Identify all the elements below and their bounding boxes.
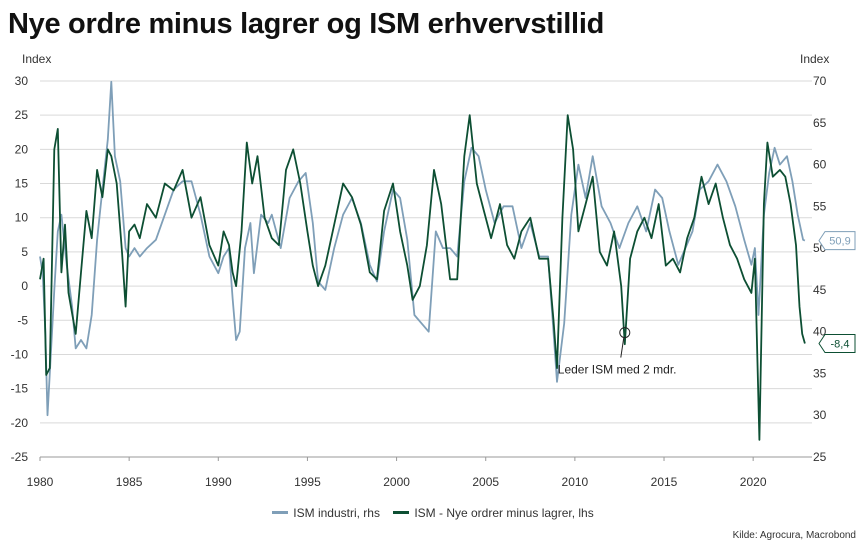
- right-axis-unit: Index: [800, 52, 830, 66]
- right-tick-label: 65: [813, 116, 827, 130]
- x-axis-ticks: 1980 1985 1990 1995 2000 2005 2010 2015 2020: [27, 457, 767, 489]
- x-tick-label: 1995: [294, 475, 321, 489]
- series-line-nye-ordrer-minus-lagrer: [39, 114, 806, 441]
- legend-swatch-ism: [272, 511, 289, 514]
- legend-label-spread: ISM - Nye ordrer minus lagrer, lhs: [414, 505, 594, 520]
- end-label-box: [818, 334, 856, 354]
- left-tick-label: -20: [11, 416, 29, 430]
- legend-item-spread: ISM - Nye ordrer minus lagrer, lhs: [393, 505, 594, 520]
- right-tick-label: 35: [813, 366, 827, 380]
- end-label-value: 50,9: [829, 236, 850, 248]
- left-axis-unit: Index: [22, 52, 52, 66]
- left-axis-ticks: 30 25 20 15 10 5 0 -5 -10 -15 -20 -25: [11, 74, 29, 464]
- x-tick-label: 2005: [472, 475, 499, 489]
- right-tick-label: 45: [813, 283, 827, 297]
- left-tick-label: 5: [21, 245, 28, 259]
- annotation-leader: [620, 337, 625, 358]
- right-tick-label: 25: [813, 450, 827, 464]
- annotation-text: Leder ISM med 2 mdr.: [558, 363, 677, 377]
- series-lines: [39, 80, 806, 441]
- right-tick-label: 70: [813, 74, 827, 88]
- series-line-ism-industri: [39, 80, 806, 417]
- x-tick-label: 1985: [116, 475, 143, 489]
- end-label-value: -8,4: [831, 339, 850, 351]
- x-tick-label: 1990: [205, 475, 232, 489]
- left-tick-label: 20: [15, 142, 29, 156]
- gridlines: [40, 80, 812, 458]
- left-tick-label: -15: [11, 382, 29, 396]
- legend: ISM industri, rhs ISM - Nye ordrer minus…: [0, 503, 866, 520]
- x-tick-label: 2020: [740, 475, 767, 489]
- left-tick-label: 10: [15, 211, 29, 225]
- x-tick-label: 2010: [562, 475, 589, 489]
- x-tick-label: 2000: [383, 475, 410, 489]
- right-tick-label: 55: [813, 199, 827, 213]
- x-tick-label: 2015: [651, 475, 678, 489]
- left-tick-label: -10: [11, 347, 29, 361]
- left-tick-label: 15: [15, 177, 29, 191]
- annotation: Leder ISM med 2 mdr.: [558, 327, 677, 377]
- left-tick-label: 25: [15, 108, 29, 122]
- annotation-marker: [619, 327, 631, 339]
- chart-title: Nye ordre minus lagrer og ISM erhvervsti…: [8, 8, 604, 40]
- right-tick-label: 40: [813, 325, 827, 339]
- legend-item-ism: ISM industri, rhs: [272, 506, 380, 520]
- right-tick-label: 30: [813, 408, 827, 422]
- source-note: Kilde: Agrocura, Macrobond: [732, 530, 856, 541]
- legend-swatch-spread: [393, 511, 410, 514]
- legend-label-ism: ISM industri, rhs: [293, 505, 380, 520]
- left-tick-label: 30: [15, 74, 29, 88]
- right-tick-label: 60: [813, 158, 827, 172]
- left-tick-label: -5: [17, 313, 28, 327]
- x-tick-label: 1980: [27, 475, 54, 489]
- left-tick-label: -25: [11, 450, 29, 464]
- end-label-box: [818, 231, 856, 251]
- left-tick-label: 0: [21, 279, 28, 293]
- end-value-labels: 50,9 -8,4: [818, 231, 856, 354]
